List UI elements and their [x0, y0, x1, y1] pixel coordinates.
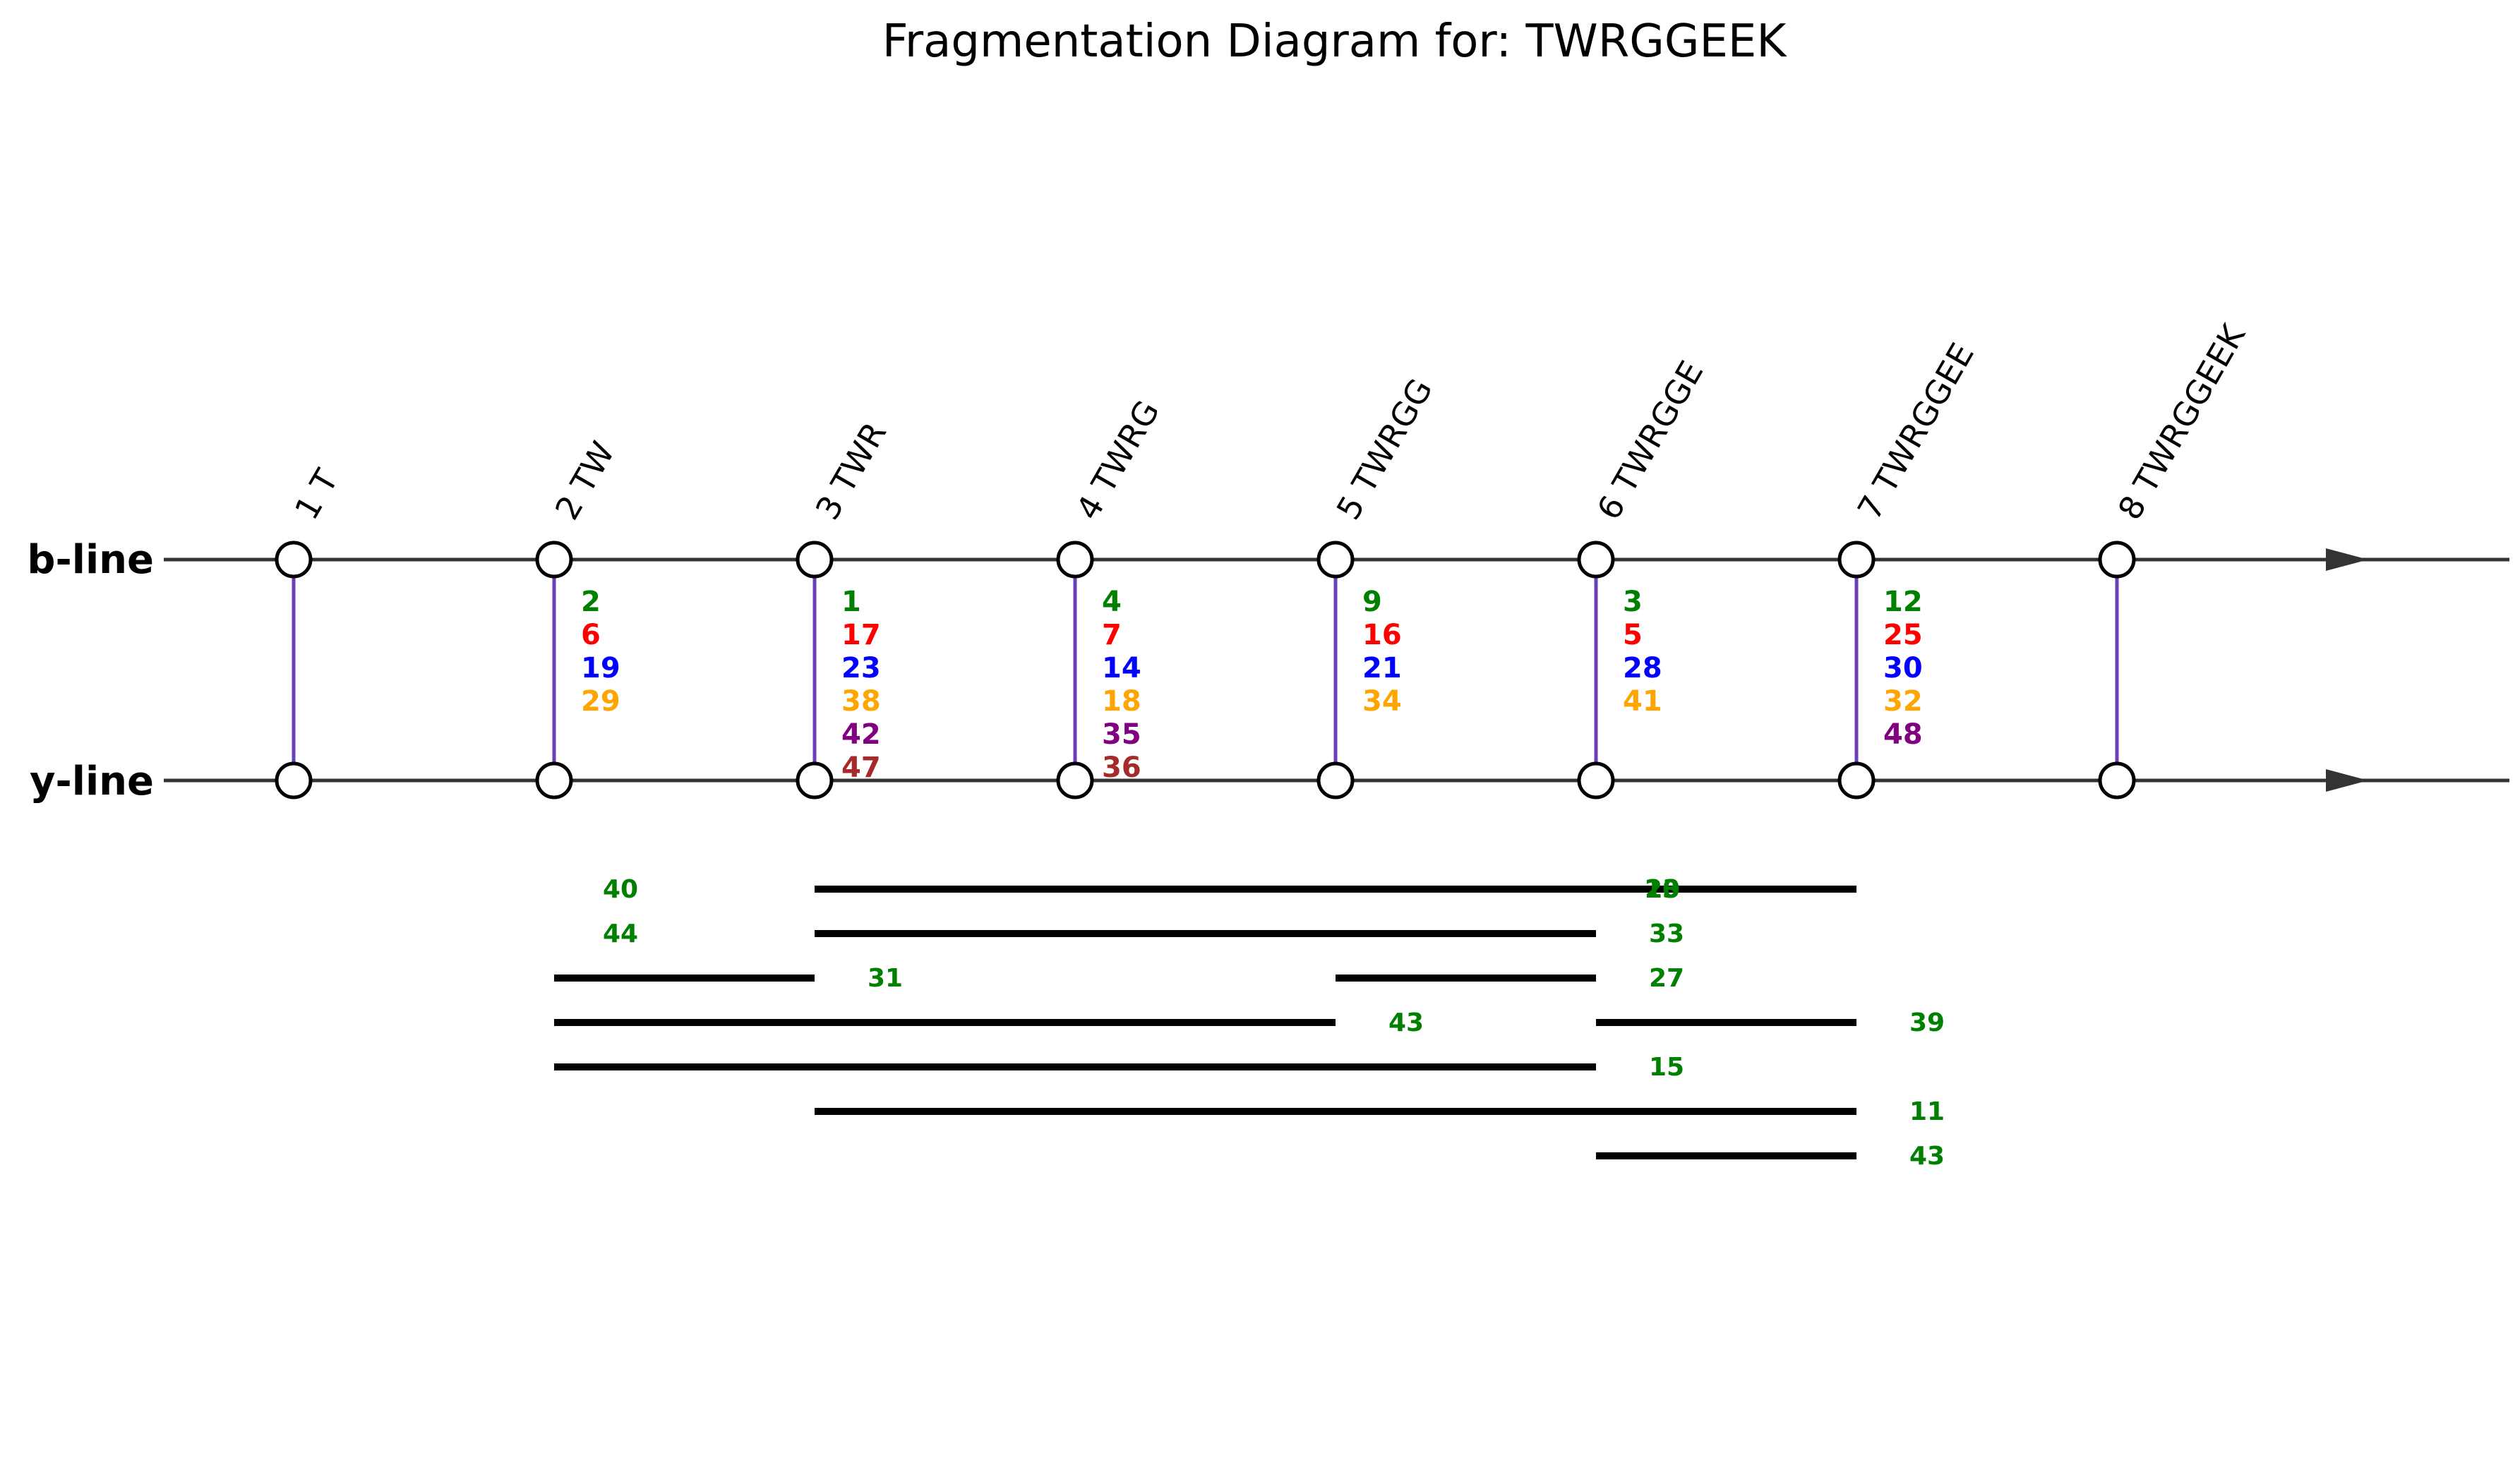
fragment-label: 8 TWRGGEEK: [2111, 317, 2253, 526]
b-node-7: [1837, 541, 1876, 579]
ion-match-number: 36: [1102, 752, 1141, 784]
ion-match-number: 3: [1623, 586, 1643, 618]
b-node-3: [796, 541, 834, 579]
ion-match-number: 17: [841, 619, 881, 651]
ion-match-number: 16: [1362, 619, 1402, 651]
ion-match-number: 9: [1362, 586, 1382, 618]
fragment-label: 6 TWRGGE: [1590, 354, 1711, 526]
fragment-labels: 1 T 2 TW 3 TWR 4 TWRG 5 TWRGG 6 TWRGGE 7 TWRGG…: [287, 317, 2253, 526]
ion-match-number: 6: [581, 619, 601, 651]
internal-fragment-label: 40: [603, 875, 638, 904]
ion-match-number: 34: [1362, 685, 1402, 718]
internal-fragment-label: 13: [1645, 875, 1680, 904]
b-node-1: [275, 541, 313, 579]
fragment-label: 5 TWRGG: [1329, 372, 1440, 526]
y-line-label: y-line: [30, 759, 154, 804]
b-line-arrow-icon: [2248, 548, 2368, 571]
y-node-2: [535, 761, 573, 800]
ion-match-number: 30: [1883, 652, 1923, 684]
b-node-8: [2098, 541, 2136, 579]
b-node-2: [535, 541, 573, 579]
ion-match-number: 7: [1102, 619, 1122, 651]
y-node-6: [1577, 761, 1615, 800]
fragment-label: 3 TWR: [808, 416, 894, 526]
b-node-6: [1577, 541, 1615, 579]
cleavage-nodes: [275, 541, 2136, 800]
ion-match-labels: 2619291172338424747141835369162134352841…: [581, 586, 1923, 784]
ion-match-number: 14: [1102, 652, 1141, 684]
internal-fragment-label: 20: [1645, 875, 1680, 904]
b-line-label: b-line: [27, 537, 154, 583]
internal-fragment-label: 27: [1649, 964, 1684, 993]
b-line-group: b-line: [27, 537, 2509, 583]
ion-match-number: 18: [1102, 685, 1141, 718]
fragment-label: 1 T: [287, 462, 346, 526]
fragment-label: 7 TWRGGEE: [1850, 337, 1981, 526]
ion-match-number: 32: [1883, 685, 1923, 718]
ion-match-number: 41: [1623, 685, 1662, 718]
ion-match-number: 23: [841, 652, 881, 684]
ion-match-number: 4: [1102, 586, 1122, 618]
diagram-title: Fragmentation Diagram for: TWRGGEEK: [882, 16, 1788, 68]
y-node-4: [1056, 761, 1094, 800]
ion-match-number: 28: [1623, 652, 1662, 684]
cleavage-links: [292, 560, 2119, 780]
ion-match-number: 21: [1362, 652, 1402, 684]
y-node-3: [796, 761, 834, 800]
ion-match-number: 12: [1883, 586, 1923, 618]
ion-match-number: 25: [1883, 619, 1923, 651]
ion-match-number: 42: [841, 718, 881, 751]
ion-match-number: 5: [1623, 619, 1643, 651]
y-node-5: [1316, 761, 1355, 800]
ion-match-number: 48: [1883, 718, 1923, 751]
internal-fragment-label: 39: [1909, 1008, 1945, 1037]
internal-fragment-label: 43: [1909, 1142, 1945, 1171]
b-node-5: [1316, 541, 1355, 579]
y-line-arrow-icon: [2248, 769, 2368, 792]
ion-match-number: 29: [581, 685, 620, 718]
internal-fragment-label: 31: [868, 964, 903, 993]
internal-fragment-label: 15: [1649, 1053, 1684, 1082]
fragment-label: 4 TWRG: [1069, 394, 1167, 526]
ion-match-number: 47: [841, 752, 881, 784]
fragment-label: 2 TW: [548, 435, 623, 526]
ion-match-number: 1: [841, 586, 861, 618]
ion-match-number: 2: [581, 586, 601, 618]
ion-match-number: 35: [1102, 718, 1141, 751]
internal-fragment-label: 43: [1388, 1008, 1424, 1037]
internal-fragment-label: 11: [1909, 1097, 1945, 1126]
ion-match-number: 38: [841, 685, 881, 718]
y-node-1: [275, 761, 313, 800]
y-node-8: [2098, 761, 2136, 800]
b-node-4: [1056, 541, 1094, 579]
internal-fragment-label: 44: [603, 919, 638, 948]
y-line-group: y-line: [30, 759, 2509, 804]
y-node-7: [1837, 761, 1876, 800]
ion-match-number: 19: [581, 652, 620, 684]
internal-fragment-label: 33: [1649, 919, 1684, 948]
